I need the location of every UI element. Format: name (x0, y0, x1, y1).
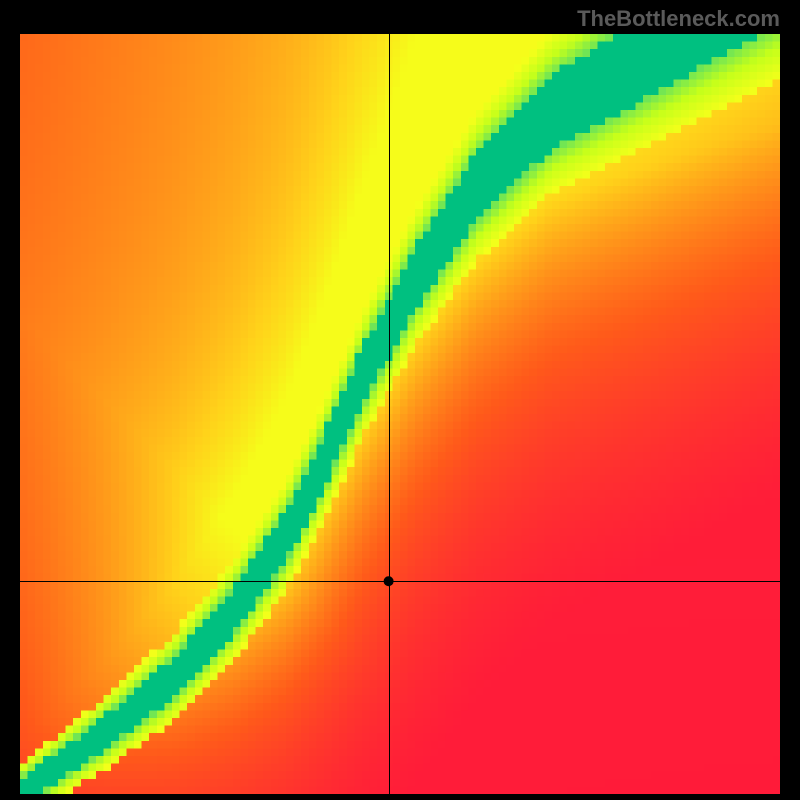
overlay-canvas (20, 34, 780, 794)
chart-container: TheBottleneck.com (0, 0, 800, 800)
watermark-text: TheBottleneck.com (577, 6, 780, 32)
